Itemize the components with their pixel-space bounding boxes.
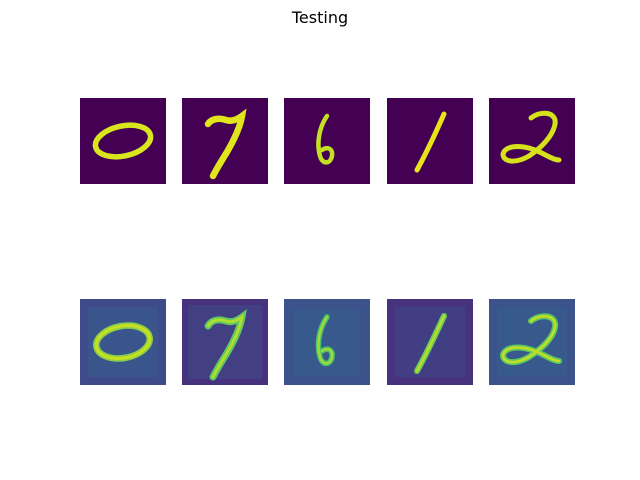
original-digit-1-image [387, 98, 473, 184]
reconstructed-digit-6-image [284, 299, 370, 385]
reconstructed-digit-0-image [80, 299, 166, 385]
original-digit-7-image [182, 98, 268, 184]
reconstructed-digit-2-image [489, 299, 575, 385]
original-digit-2-image [489, 98, 575, 184]
figure-title: Testing [291, 8, 349, 27]
reconstructed-digit-7-image [182, 299, 268, 385]
reconstructed-digit-1-image [387, 299, 473, 385]
original-digit-6-image [284, 98, 370, 184]
original-digit-0-image [80, 98, 166, 184]
